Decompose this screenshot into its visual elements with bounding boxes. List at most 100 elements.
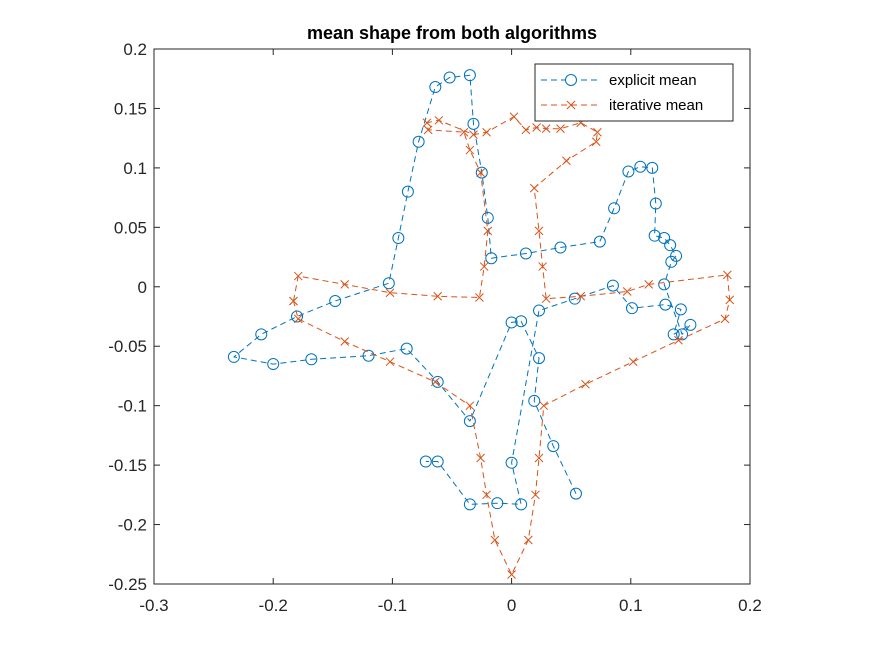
data-point (430, 377, 440, 387)
data-point (476, 168, 485, 177)
data-point (505, 456, 518, 469)
data-point (722, 270, 732, 280)
data-point (649, 197, 662, 210)
data-point (532, 123, 541, 132)
data-point (667, 328, 680, 341)
data-point (674, 335, 683, 345)
x-axis: -0.3 -0.2 -0.1 0 0.1 0.2 (139, 49, 762, 615)
data-point (509, 112, 519, 122)
series-line (233, 74, 691, 505)
data-point (562, 156, 571, 166)
x-tick-label: 0.2 (738, 596, 762, 615)
data-point (533, 304, 546, 317)
data-point (423, 125, 433, 135)
data-point (385, 288, 395, 298)
x-tick-label: -0.1 (378, 596, 407, 615)
data-point (340, 337, 350, 346)
data-point (608, 202, 621, 215)
data-point (576, 291, 586, 301)
y-tick-label: 0 (138, 278, 147, 297)
data-point (433, 291, 443, 301)
data-point (515, 498, 528, 511)
data-point (491, 497, 504, 510)
data-point (289, 296, 298, 306)
y-tick-label: 0.05 (114, 218, 147, 237)
data-point (505, 316, 518, 329)
data-point (591, 137, 601, 147)
y-tick-label: -0.2 (118, 516, 147, 535)
data-point (634, 160, 647, 173)
data-point (568, 292, 581, 305)
series-layer (227, 69, 735, 579)
data-point (593, 127, 602, 137)
data-point (644, 280, 654, 289)
x-tick-label: 0 (507, 596, 516, 615)
data-point (533, 352, 546, 365)
data-point (547, 440, 560, 453)
data-point (475, 293, 484, 302)
legend-entry: explicit mean (541, 72, 697, 89)
data-point (482, 490, 491, 500)
data-point (431, 375, 444, 388)
data-point (400, 342, 413, 355)
axes-box (153, 48, 751, 585)
chart-title: mean shape from both algorithms (307, 23, 597, 43)
data-point (431, 455, 444, 468)
data-point (625, 302, 638, 315)
data-point (665, 255, 678, 268)
y-tick-label: -0.1 (118, 397, 147, 416)
data-point (340, 280, 350, 289)
legend-label: explicit mean (609, 72, 697, 89)
data-point (463, 498, 476, 511)
data-point (556, 124, 565, 134)
data-point (554, 241, 567, 254)
data-point (720, 314, 730, 324)
data-point (534, 453, 544, 463)
data-point (628, 357, 638, 367)
data-point (529, 183, 539, 193)
data-point (664, 239, 677, 252)
data-point (429, 81, 442, 94)
data-point (659, 298, 672, 311)
data-point (581, 379, 590, 389)
data-point (539, 401, 549, 411)
data-point (483, 226, 493, 236)
data-point (267, 358, 280, 371)
data-point (531, 490, 540, 500)
data-point (534, 226, 544, 236)
y-tick-label: -0.15 (108, 456, 147, 475)
data-point (255, 328, 268, 341)
data-point (593, 235, 606, 248)
data-point (291, 310, 304, 323)
y-tick-label: -0.25 (108, 575, 147, 594)
data-point (541, 294, 551, 304)
data-point (463, 69, 476, 82)
plot-area (154, 49, 750, 584)
series-iterative-mean (289, 112, 735, 579)
data-point (481, 211, 494, 224)
data-point (646, 161, 659, 174)
y-tick-label: -0.05 (108, 337, 147, 356)
data-point (475, 166, 488, 179)
data-point (676, 328, 689, 341)
data-point (329, 295, 342, 308)
data-point (519, 247, 532, 260)
x-tick-label: 0.1 (619, 596, 643, 615)
series-explicit-mean (227, 69, 697, 511)
data-point (463, 415, 476, 428)
data-point (490, 535, 500, 545)
data-point (401, 185, 414, 198)
data-point (385, 357, 395, 367)
legend-marker (565, 74, 577, 86)
legend: explicit mean iterative mean (534, 63, 734, 122)
data-point (382, 277, 395, 290)
legend-entry: iterative mean (541, 97, 703, 114)
data-point (293, 314, 303, 324)
data-point (658, 232, 671, 245)
data-point (422, 118, 432, 128)
data-point (674, 303, 687, 316)
data-point (538, 262, 547, 271)
data-point (648, 229, 661, 242)
data-point (528, 394, 541, 407)
